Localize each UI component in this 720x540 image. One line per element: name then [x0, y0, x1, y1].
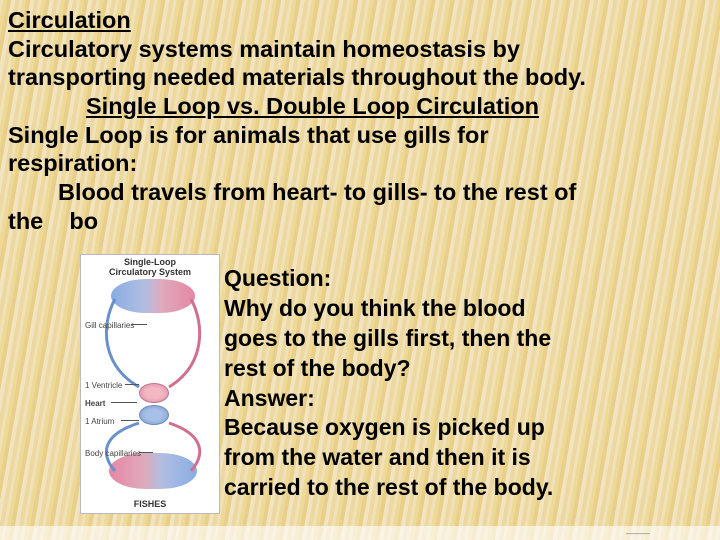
answer-line-3: carried to the rest of the body. — [224, 473, 714, 503]
title-heading: Circulation — [8, 6, 712, 35]
body-capillaries-label: Body capillaries — [85, 449, 141, 458]
ventricle-leader-line — [125, 384, 139, 385]
intro-line-1: Circulatory systems maintain homeostasis… — [8, 35, 712, 64]
blood-line2-cut: bo — [69, 208, 98, 234]
single-loop-line-2: respiration: — [8, 149, 712, 178]
question-line-1: Why do you think the blood — [224, 294, 714, 324]
gill-leader-line — [131, 324, 147, 325]
body-leader-line — [139, 452, 153, 453]
gill-capillaries-label: Gill capillaries — [85, 321, 134, 330]
subheading: Single Loop vs. Double Loop Circulation — [8, 92, 712, 121]
main-text-block: Circulation Circulatory systems maintain… — [8, 6, 712, 235]
atrium-label: 1 Atrium — [85, 417, 114, 426]
single-loop-diagram: Single-Loop Circulatory System Gill capi… — [80, 254, 220, 514]
heart-leader-line — [111, 402, 137, 403]
question-label: Question: — [224, 264, 714, 294]
answer-label: Answer: — [224, 384, 714, 414]
slide-container: Circulation Circulatory systems maintain… — [0, 0, 720, 540]
atrium-shape — [139, 405, 169, 425]
heart-shape — [139, 383, 169, 427]
intro-line-2: transporting needed materials throughout… — [8, 63, 712, 92]
atrium-leader-line — [121, 420, 139, 421]
answer-line-1: Because oxygen is picked up — [224, 413, 714, 443]
fishes-label: FISHES — [81, 499, 219, 509]
blood-line2-prefix: the — [8, 208, 43, 234]
footer-mark: ——— — [626, 529, 650, 538]
footer-strip — [0, 526, 720, 540]
blood-travel-line-2: the bo — [8, 207, 712, 236]
question-line-2: goes to the gills first, then the — [224, 324, 714, 354]
question-line-3: rest of the body? — [224, 354, 714, 384]
single-loop-line-1: Single Loop is for animals that use gill… — [8, 121, 712, 150]
question-answer-block: Question: Why do you think the blood goe… — [224, 264, 714, 503]
ventricle-shape — [139, 383, 169, 403]
answer-line-2: from the water and then it is — [224, 443, 714, 473]
blood-travel-line-1: Blood travels from heart- to gills- to t… — [8, 178, 712, 207]
ventricle-label: 1 Ventricle — [85, 381, 122, 390]
heart-label: Heart — [85, 399, 105, 408]
